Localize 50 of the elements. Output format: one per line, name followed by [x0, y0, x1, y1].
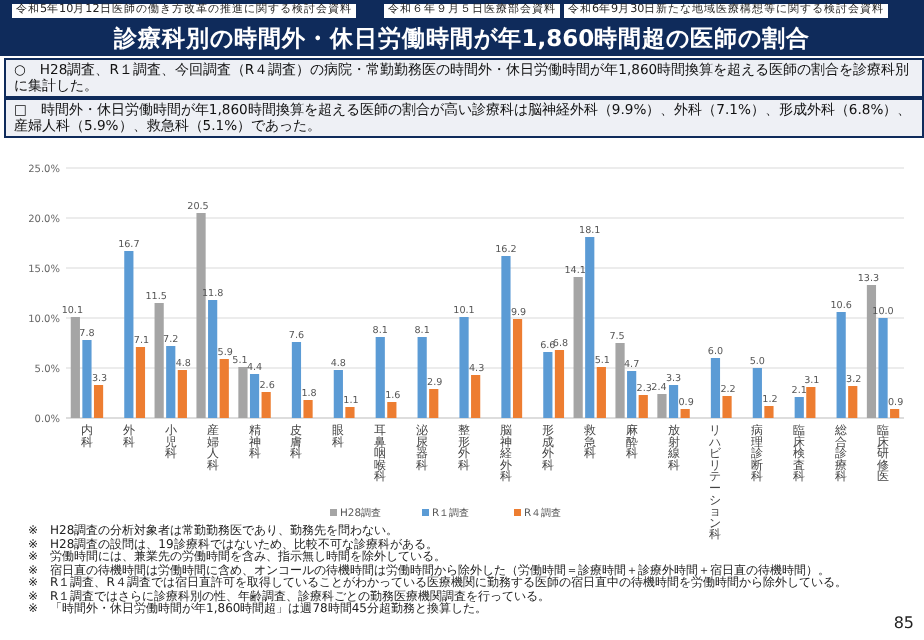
bar — [585, 237, 595, 418]
bar — [866, 285, 877, 418]
bar — [154, 303, 164, 418]
bar — [573, 277, 583, 418]
bar — [668, 385, 679, 418]
bar — [166, 346, 176, 418]
bar — [417, 337, 427, 418]
bar — [291, 342, 302, 418]
bar — [429, 389, 439, 418]
bar — [554, 350, 565, 418]
bar — [70, 317, 80, 418]
bar — [177, 370, 187, 418]
bar — [752, 368, 762, 418]
bar — [261, 392, 271, 418]
bar — [249, 374, 260, 418]
bar — [615, 343, 625, 418]
bar — [657, 394, 667, 418]
bar — [794, 397, 804, 418]
bar — [638, 395, 648, 418]
bar — [764, 406, 774, 418]
bar — [345, 407, 355, 418]
bar — [333, 370, 343, 418]
bar — [512, 319, 523, 418]
bar — [459, 317, 469, 418]
bar — [82, 340, 92, 418]
bar — [303, 400, 313, 418]
bar — [710, 358, 721, 418]
bar — [848, 386, 858, 418]
bar — [722, 396, 732, 418]
bar — [890, 409, 900, 418]
bar — [93, 385, 104, 418]
bar — [238, 367, 248, 418]
bar — [806, 387, 816, 418]
chart-title: 診療科別の時間外・休日労働時間が年1,860時間超の医師の割合 — [111, 24, 813, 54]
bar — [135, 347, 146, 418]
bar — [543, 352, 553, 418]
bar — [471, 375, 481, 418]
bar — [196, 213, 206, 418]
bar — [878, 318, 888, 418]
bar — [627, 371, 637, 418]
bar — [836, 312, 846, 418]
bar — [387, 402, 397, 418]
bar — [680, 409, 690, 418]
bar — [596, 367, 606, 418]
bar — [208, 300, 218, 418]
bar — [219, 359, 229, 418]
bar — [501, 256, 511, 418]
bar — [375, 337, 385, 418]
text: 85 — [893, 614, 914, 632]
bar — [124, 251, 134, 418]
